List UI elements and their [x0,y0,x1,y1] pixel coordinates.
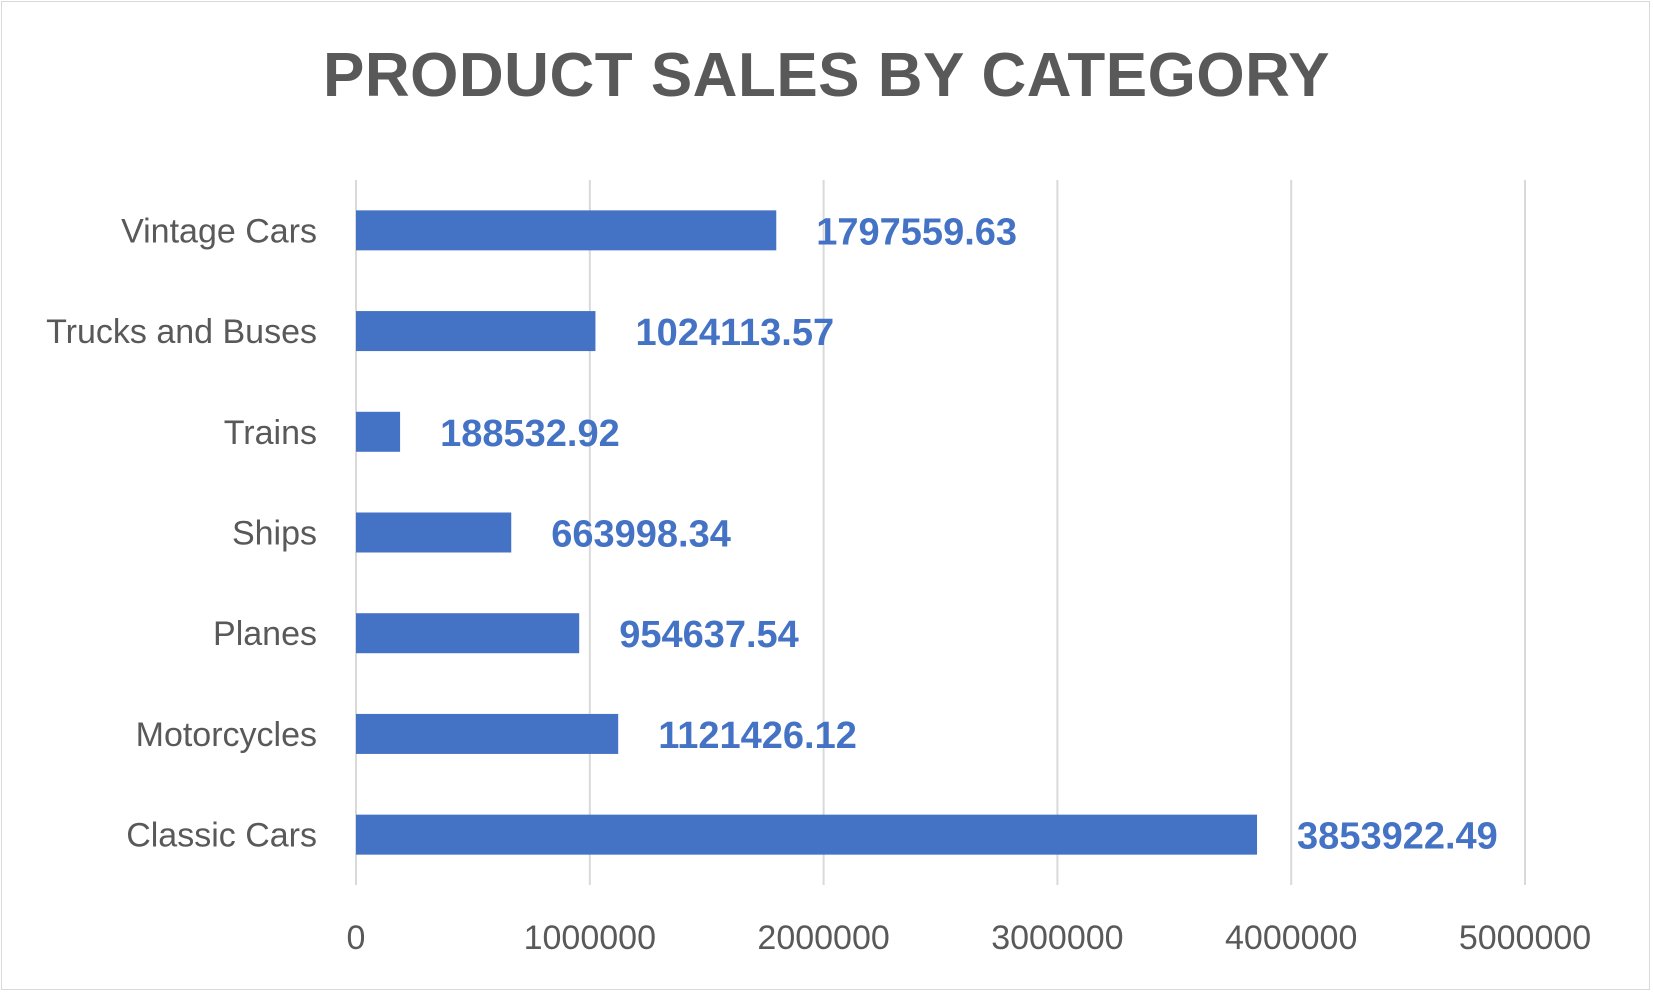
chart-title: PRODUCT SALES BY CATEGORY [323,41,1330,110]
category-label: Trains [224,414,317,452]
x-tick-label: 4000000 [1225,919,1357,957]
category-label: Vintage Cars [121,212,317,250]
bar [356,713,619,754]
bar [356,311,596,352]
x-tick-label: 2000000 [757,919,889,957]
bar [356,411,401,452]
bar [356,512,512,553]
x-tick-label: 0 [347,919,366,957]
category-label: Planes [213,615,317,653]
bar [356,210,777,251]
category-label: Motorcycles [136,716,317,754]
data-label: 188532.92 [440,413,620,455]
x-tick-label: 5000000 [1459,919,1591,957]
data-label: 663998.34 [551,514,731,556]
data-label: 1121426.12 [658,715,857,757]
category-label: Ships [232,515,317,553]
data-label: 3853922.49 [1297,816,1498,858]
data-label: 954637.54 [619,614,799,656]
bar [356,613,580,654]
data-label: 1024113.57 [635,312,834,354]
category-label: Trucks and Buses [46,313,317,351]
x-tick-label: 3000000 [991,919,1123,957]
x-tick-label: 1000000 [524,919,656,957]
data-label: 1797559.63 [816,211,1017,253]
bar [356,814,1258,855]
category-label: Classic Cars [126,817,317,855]
